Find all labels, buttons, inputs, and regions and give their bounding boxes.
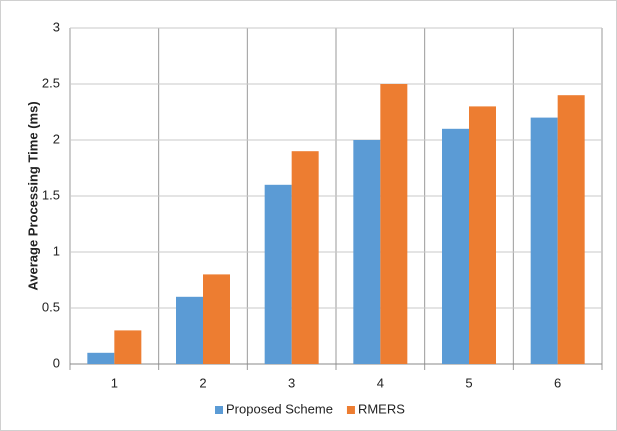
bar <box>176 296 203 364</box>
y-tick-label: 2.5 <box>42 75 60 90</box>
legend-label: Proposed Scheme <box>226 401 333 416</box>
y-tick-label: 1 <box>53 243 60 258</box>
y-tick-label: 2 <box>53 131 60 146</box>
x-tick-label: 4 <box>377 375 384 390</box>
bar <box>114 330 142 364</box>
x-tick-label: 5 <box>465 375 472 390</box>
x-tick-label: 1 <box>111 375 118 390</box>
legend-label: RMERS <box>358 401 405 416</box>
bar <box>442 128 469 364</box>
legend-swatch <box>215 406 223 414</box>
y-tick-label: 3 <box>53 19 60 34</box>
y-tick-label: 0.5 <box>42 299 60 314</box>
bar <box>530 117 558 364</box>
x-tick-label: 2 <box>199 375 206 390</box>
bar <box>203 274 230 364</box>
bar <box>264 184 292 364</box>
bar <box>87 352 115 364</box>
bar <box>557 95 585 364</box>
x-tick-label: 6 <box>554 375 561 390</box>
bar <box>469 106 496 365</box>
y-axis-label: Average Processing Time (ms) <box>25 101 40 290</box>
y-tick-label: 1.5 <box>42 187 60 202</box>
bar <box>353 140 381 364</box>
bar <box>380 84 408 364</box>
y-tick-label: 0 <box>53 355 60 370</box>
x-tick-label: 3 <box>288 375 295 390</box>
legend-swatch <box>346 406 355 414</box>
bar <box>291 151 319 364</box>
